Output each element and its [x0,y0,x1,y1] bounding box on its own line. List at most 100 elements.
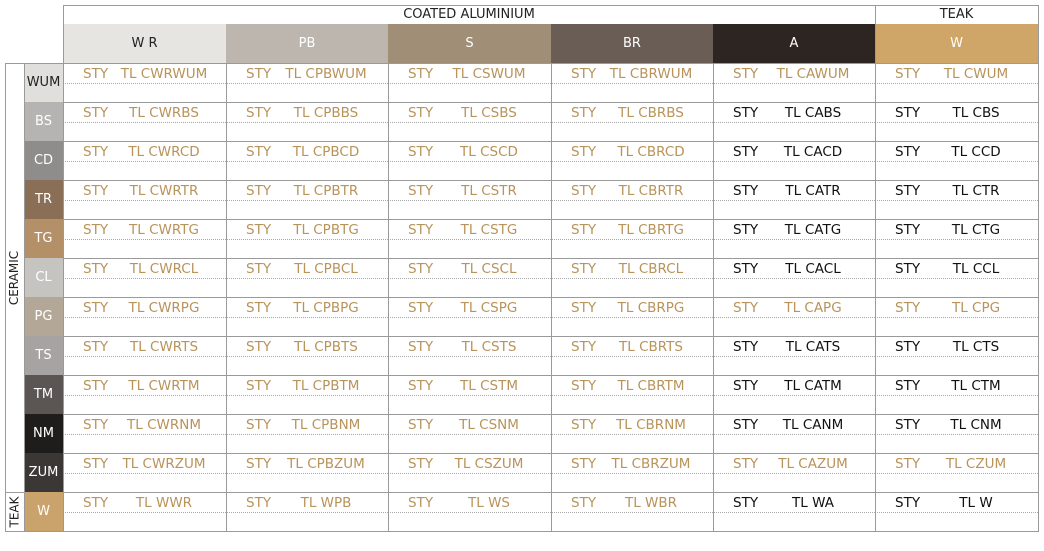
table-cell: STY TL CSCD [388,141,551,180]
sty-code: STY [408,105,434,121]
tl-code: TL CBRCD [617,144,685,160]
table-cell: STY TL CPG [875,297,1038,336]
swatch-nm: NM [24,414,63,453]
tl-code: TL CATM [784,378,842,394]
tl-code: TL CAWUM [776,66,850,82]
tl-code: TL CBRTR [618,183,684,199]
dotted-line [63,200,226,201]
table-cell: STY TL CBRBS [551,102,713,141]
grid-line [63,492,1038,493]
sty-code: STY [895,144,921,160]
tl-code: TL CWRCL [129,261,199,277]
table-cell: STY TL CACD [713,141,875,180]
dotted-line [875,122,1038,123]
sty-code: STY [408,378,434,394]
sty-code: STY [83,144,109,160]
tl-code: TL CSTS [461,339,517,355]
tl-code: TL CAZUM [778,456,848,472]
grid-line [5,531,1038,532]
table-cell: STY TL CPBBS [226,102,388,141]
sty-code: STY [895,222,921,238]
dotted-line [875,395,1038,396]
table-cell: STY TL WA [713,492,875,531]
grid-line [875,5,876,63]
table-cell: STY TL CPBCL [226,258,388,297]
sty-code: STY [246,417,272,433]
tl-code: TL CATR [785,183,841,199]
grid-line [63,5,1038,6]
dotted-line [875,317,1038,318]
table-cell: STY TL CTM [875,375,1038,414]
sty-code: STY [246,66,272,82]
dotted-line [388,83,551,84]
grid-line [24,63,25,531]
sty-code: STY [408,495,434,511]
tl-code: TL CSCL [461,261,517,277]
table-cell: STY TL CBRCD [551,141,713,180]
dotted-line [388,239,551,240]
table-cell: STY TL CCD [875,141,1038,180]
swatch-tr: TR [24,180,63,219]
dotted-line [226,161,388,162]
tl-code: TL CPBWUM [285,66,367,82]
tl-code: TL CZUM [945,456,1007,472]
tl-code: TL CSCD [460,144,518,160]
table-cell: STY TL CBRCL [551,258,713,297]
sty-code: STY [83,105,109,121]
tl-code: TL WBR [624,495,678,511]
tl-code: TL WS [468,495,510,511]
sty-code: STY [408,261,434,277]
tl-code: TL CTS [952,339,1000,355]
sty-code: STY [408,222,434,238]
tl-code: TL CPBZUM [287,456,365,472]
sty-code: STY [408,300,434,316]
table-cell: STY TL CBRTG [551,219,713,258]
sty-code: STY [895,339,921,355]
tl-code: TL CTM [951,378,1001,394]
sty-code: STY [83,456,109,472]
group-header: TEAK [939,7,974,22]
table-cell: STY TL CPBCD [226,141,388,180]
dotted-line [226,83,388,84]
dotted-line [226,473,388,474]
grid-line [63,297,1038,298]
table-cell: STY TL CSTG [388,219,551,258]
sty-code: STY [571,144,597,160]
table-cell: STY TL CBRWUM [551,63,713,102]
dotted-line [63,161,226,162]
table-cell: STY TL CBRTM [551,375,713,414]
sty-code: STY [733,66,759,82]
dotted-line [713,434,875,435]
sty-code: STY [246,378,272,394]
tl-code: TL CSNM [459,417,519,433]
tl-code: TL CWRTM [128,378,200,394]
tl-code: TL CATG [784,222,842,238]
sty-code: STY [733,144,759,160]
grid-line [5,63,6,531]
tl-code: TL CSPG [460,300,518,316]
table-cell: STY TL CATS [713,336,875,375]
table-cell: STY TL CATG [713,219,875,258]
sty-code: STY [246,105,272,121]
table-cell: STY TL CWRTR [63,180,226,219]
swatch-w: W [24,492,63,531]
tl-code: TL CBRNM [616,417,686,433]
sty-code: STY [733,495,759,511]
table-cell: STY TL CACL [713,258,875,297]
dotted-line [713,395,875,396]
dotted-line [875,473,1038,474]
tl-code: TL CWRBS [129,105,199,121]
dotted-line [551,83,713,84]
dotted-line [226,239,388,240]
table-cell: STY TL CWRBS [63,102,226,141]
table-cell: STY TL CWRCL [63,258,226,297]
dotted-line [875,434,1038,435]
table-cell: STY TL CWRCD [63,141,226,180]
dotted-line [63,356,226,357]
sty-code: STY [246,495,272,511]
tl-code: TL CPBTR [293,183,359,199]
sty-code: STY [733,300,759,316]
swatch-cd: CD [24,141,63,180]
sty-code: STY [246,339,272,355]
sty-code: STY [733,339,759,355]
